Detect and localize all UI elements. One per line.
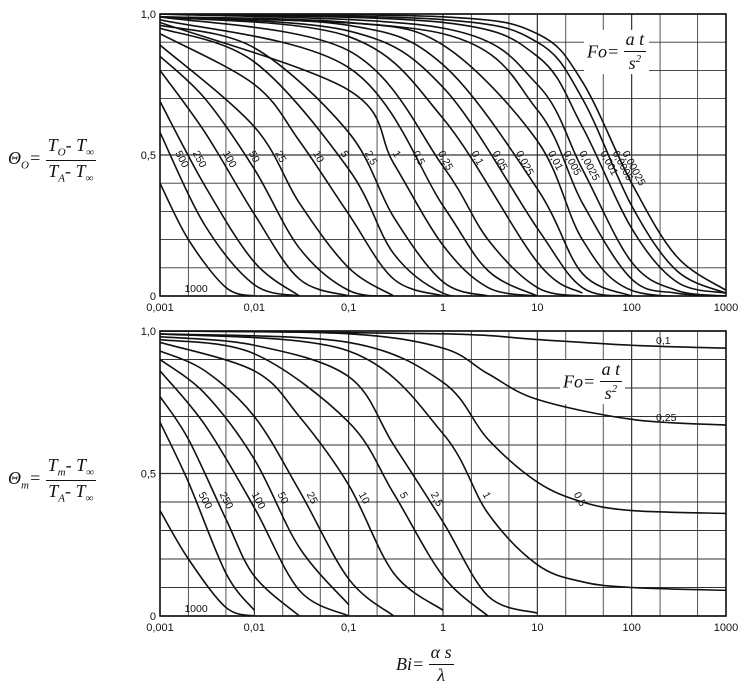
bottom-series-line-250	[160, 396, 300, 616]
bottom-series-group	[160, 331, 726, 616]
top-fo-fraction: a t s2	[623, 29, 647, 74]
bottom-series-label: 0,25	[656, 412, 677, 424]
top-series-line-10	[160, 33, 444, 296]
bottom-series-line-0,5	[160, 333, 726, 515]
bottom-fraction-numerator: Tm- T∞	[45, 455, 96, 481]
bottom-series-label: 1000	[184, 603, 208, 615]
top-series-line-0,001	[160, 14, 726, 294]
bottom-fo-denominator: s2	[604, 382, 618, 403]
bottom-chart-panel: 00,51,00,001 0,01 0,1 1 10 100 10000,10,250,51…	[141, 326, 739, 634]
bottom-series-line-500	[160, 421, 255, 611]
bottom-x-tick-label: 0,001	[146, 622, 174, 634]
top-x-tick-label: 1	[440, 302, 446, 314]
bottom-x-tick-label: 100	[622, 622, 640, 634]
top-series-line-1000	[160, 182, 255, 296]
top-series-label: 50	[246, 149, 262, 165]
top-ylabel-formula: ΘO= TO- T∞ TA- T∞	[8, 135, 96, 185]
bottom-fo-fraction: a t s2	[599, 359, 623, 404]
top-series-line-1	[160, 21, 538, 296]
top-series-line-25	[160, 44, 395, 296]
top-series-line-0,25	[160, 16, 583, 296]
top-series-group	[160, 14, 726, 296]
top-fo-formula: Fo= a t s2	[584, 29, 650, 74]
bottom-series-label: 10	[356, 490, 372, 506]
top-series-line-500	[160, 132, 300, 296]
bottom-y-tick-label: 1,0	[141, 326, 156, 338]
bottom-series-label: 1	[480, 490, 493, 501]
top-series-line-5	[160, 27, 489, 296]
top-series-line-0,025	[160, 16, 633, 296]
bottom-fo-lhs: Fo=	[563, 371, 596, 392]
top-series-line-2,5	[160, 24, 489, 296]
top-fraction-denominator: TA- T∞	[48, 160, 94, 185]
top-series-line-0,00025	[160, 14, 726, 292]
top-x-tick-label: 0,01	[244, 302, 265, 314]
top-series-label: 10	[310, 149, 326, 165]
bottom-series-line-1000	[160, 510, 255, 616]
top-theta-symbol: ΘO=	[8, 148, 42, 172]
bottom-series-label: 0,1	[656, 335, 671, 347]
top-y-tick-label: 1,0	[141, 9, 156, 21]
bottom-series-line-5	[160, 338, 489, 616]
bottom-series-label: 25	[304, 490, 320, 506]
bottom-x-tick-label: 1	[440, 622, 446, 634]
top-y-tick-label: 0	[150, 291, 156, 303]
top-x-tick-label: 0,1	[341, 302, 356, 314]
top-series-line-0,0025	[160, 14, 726, 296]
bi-fraction: α s λ	[428, 642, 454, 686]
bottom-series-label: 5	[397, 490, 410, 501]
bottom-theta-fraction: Tm- T∞ TA- T∞	[45, 455, 96, 505]
bottom-x-tick-label: 1000	[714, 622, 738, 634]
bottom-series-line-0,25	[160, 331, 726, 426]
bottom-y-tick-label: 0	[150, 611, 156, 623]
bottom-theta-symbol: Θm=	[8, 468, 42, 492]
top-series-label: 1	[390, 149, 403, 160]
bottom-fraction-denominator: TA- T∞	[48, 480, 94, 505]
top-y-tick-label: 0,5	[141, 150, 156, 162]
top-x-tick-label: 100	[622, 302, 640, 314]
bottom-x-tick-label: 0,01	[244, 622, 265, 634]
bottom-series-line-25	[160, 350, 395, 616]
top-x-tick-label: 1000	[714, 302, 738, 314]
bottom-y-tick-label: 0,5	[141, 469, 156, 481]
bi-lhs: Bi=	[396, 653, 425, 674]
bottom-ylabel-formula: Θm= Tm- T∞ TA- T∞	[8, 455, 96, 505]
bottom-series-line-1	[160, 333, 726, 592]
top-series-line-0,05	[160, 16, 632, 296]
top-series-line-50	[160, 55, 394, 296]
top-series-line-100	[160, 69, 349, 296]
bi-numerator: α s	[428, 642, 454, 665]
bottom-x-tick-label: 10	[531, 622, 543, 634]
top-theta-fraction: TO- T∞ TA- T∞	[45, 135, 96, 185]
bottom-series-line-10	[160, 341, 444, 611]
top-series-line-250	[160, 101, 300, 296]
top-fo-lhs: Fo=	[587, 41, 620, 62]
top-series-label: 1000	[184, 283, 208, 295]
bottom-series-label: 50	[275, 490, 291, 506]
top-fo-denominator: s2	[628, 52, 642, 73]
bottom-fo-numerator: a t	[599, 359, 623, 382]
x-axis-label-bi: Bi= α s λ	[396, 642, 454, 686]
bottom-series-line-100	[160, 370, 350, 616]
bottom-frame	[159, 330, 727, 617]
top-series-label: 5	[338, 149, 351, 160]
top-x-tick-label: 10	[531, 302, 543, 314]
top-series-line-0,5	[160, 18, 538, 296]
bi-denominator: λ	[437, 664, 446, 685]
top-series-line-0,01	[160, 16, 726, 296]
top-x-tick-label: 0,001	[146, 302, 174, 314]
top-series-line-0,1	[160, 16, 583, 294]
top-series-label: 25	[272, 149, 288, 165]
top-series-line-0,0005	[160, 14, 726, 294]
bottom-x-tick-label: 0,1	[341, 622, 356, 634]
top-fo-numerator: a t	[623, 29, 647, 52]
bottom-series-line-50	[160, 358, 350, 606]
top-fraction-numerator: TO- T∞	[45, 135, 96, 161]
bottom-fo-formula: Fo= a t s2	[560, 359, 626, 404]
bottom-series-line-2,5	[160, 335, 538, 614]
